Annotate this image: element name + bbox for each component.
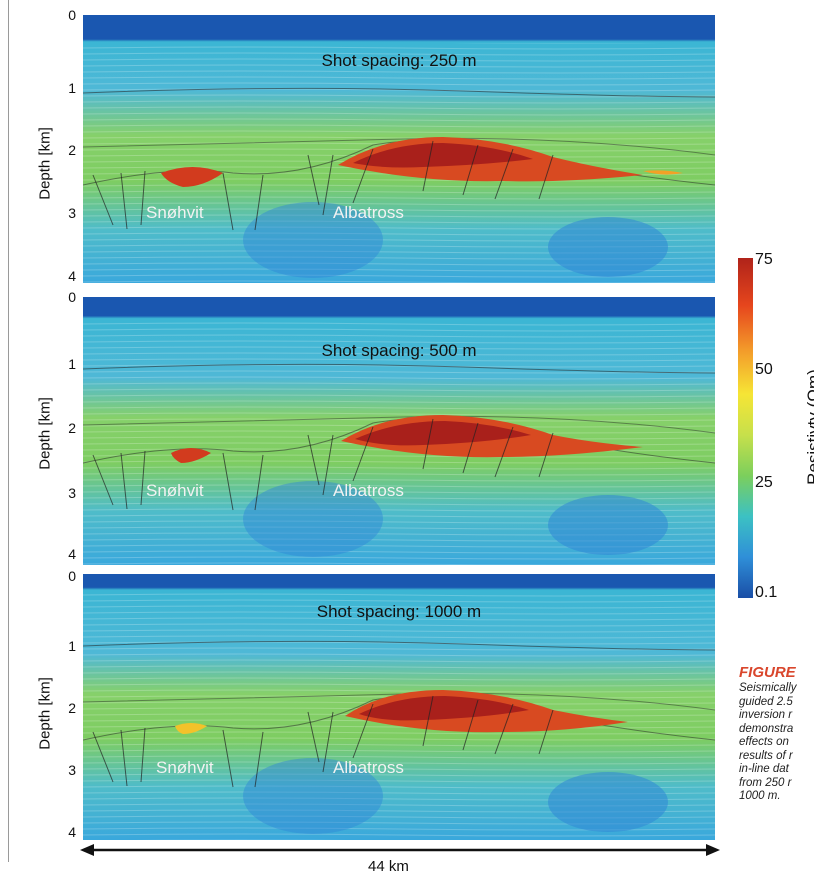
depth-tick: 0 — [68, 289, 76, 305]
depth-tick: 2 — [68, 420, 76, 436]
panel-title: Shot spacing: 1000 m — [316, 602, 482, 621]
caption-line: demonstra — [739, 722, 794, 735]
horizontal-scale-arrow — [80, 844, 720, 856]
section-panel-1000m: Shot spacing: 1000 m Snøhvit Albatross — [83, 574, 715, 840]
depth-axis-title: Depth [km] — [36, 127, 54, 200]
section-panel-500m: Shot spacing: 500 m Snøhvit Albatross — [83, 297, 715, 565]
panel-title: Shot spacing: 500 m — [321, 341, 477, 360]
section-panel-250m: Shot spacing: 250 m Snøhvit Albatross — [83, 15, 715, 283]
figure-caption-heading: FIGURE — [739, 664, 796, 681]
depth-tick: 3 — [68, 762, 76, 778]
depth-tick: 4 — [68, 824, 76, 840]
field-label-albatross: Albatross — [333, 203, 404, 222]
colorbar-title: Resistivty (Ωm) — [804, 369, 814, 485]
depth-tick: 4 — [68, 268, 76, 284]
caption-line: inversion r — [739, 709, 793, 721]
panel-title: Shot spacing: 250 m — [321, 51, 477, 70]
depth-axis-title: Depth [km] — [36, 397, 54, 470]
resistivity-section-image — [83, 297, 715, 565]
depth-tick: 0 — [68, 568, 76, 584]
depth-tick: 1 — [68, 80, 76, 96]
depth-tick: 1 — [68, 356, 76, 372]
caption-line: effects on — [739, 736, 789, 748]
caption-line: guided 2.5 — [739, 695, 793, 708]
resistivity-colorbar — [738, 258, 753, 598]
field-label-snohvit: Snøhvit — [146, 203, 204, 222]
colorbar-tick: 0.1 — [755, 584, 778, 601]
caption-line: 1000 m. — [739, 790, 781, 802]
left-margin-rule — [8, 0, 9, 862]
figure-caption-body: Seismically guided 2.5 inversion r demon… — [739, 682, 814, 804]
colorbar-tick: 75 — [755, 251, 773, 268]
colorbar-tick: 25 — [755, 474, 773, 491]
depth-tick: 4 — [68, 546, 76, 562]
field-label-albatross: Albatross — [333, 481, 404, 500]
caption-line: in-line dat — [739, 763, 789, 775]
resistivity-section-image — [83, 574, 715, 840]
caption-line: from 250 r — [739, 776, 792, 789]
depth-tick: 0 — [68, 7, 76, 23]
depth-axis-title: Depth [km] — [36, 677, 54, 750]
colorbar-tick: 50 — [755, 361, 773, 378]
depth-tick: 2 — [68, 142, 76, 158]
scale-label: 44 km — [368, 858, 409, 875]
resistivity-section-image — [83, 15, 715, 283]
caption-line: results of r — [739, 749, 793, 762]
depth-tick: 2 — [68, 700, 76, 716]
field-label-snohvit: Snøhvit — [146, 481, 204, 500]
depth-tick: 3 — [68, 485, 76, 501]
depth-tick: 1 — [68, 638, 76, 654]
field-label-albatross: Albatross — [333, 758, 404, 777]
field-label-snohvit: Snøhvit — [156, 758, 214, 777]
caption-line: Seismically — [739, 682, 797, 694]
depth-tick: 3 — [68, 205, 76, 221]
